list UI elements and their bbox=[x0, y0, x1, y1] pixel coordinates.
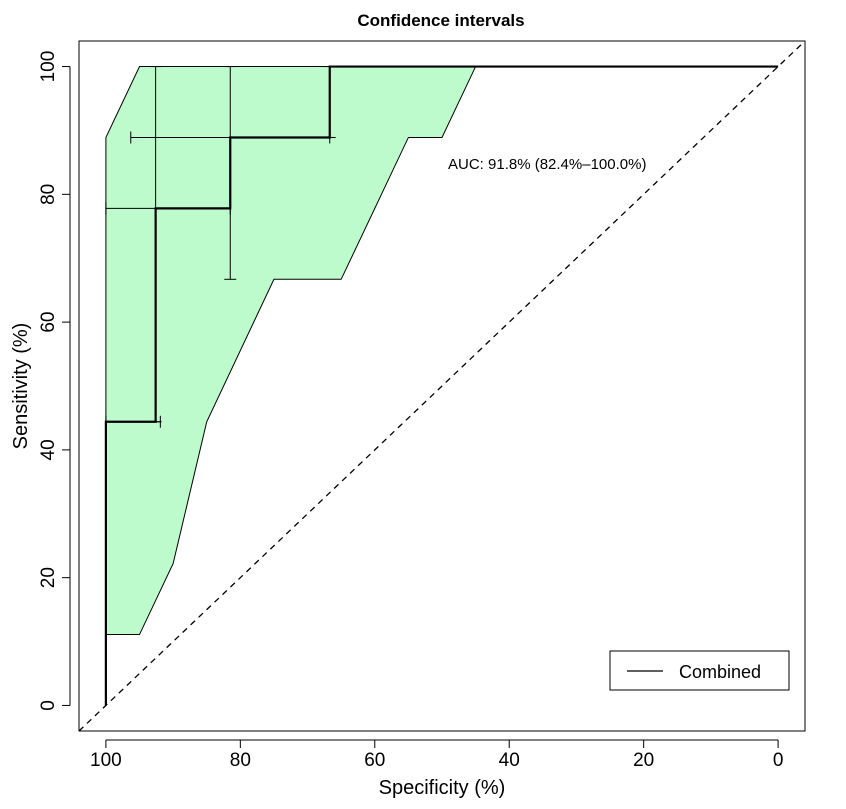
y-tick-label: 80 bbox=[38, 184, 59, 205]
roc-curve-combined bbox=[104, 65, 779, 706]
legend-label-combined: Combined bbox=[679, 662, 761, 682]
y-tick-label: 40 bbox=[38, 439, 59, 460]
plot-content bbox=[79, 41, 805, 731]
x-tick-label: 0 bbox=[773, 750, 784, 771]
x-axis-label: Specificity (%) bbox=[379, 777, 506, 799]
y-axis: 0 20 40 60 80 100 bbox=[38, 51, 71, 711]
plot-frame bbox=[78, 40, 806, 732]
legend: Combined bbox=[609, 650, 790, 691]
x-tick-label: 100 bbox=[90, 750, 122, 771]
ci-band bbox=[105, 66, 477, 706]
chart-title: Confidence intervals bbox=[357, 11, 524, 30]
plot-area bbox=[79, 41, 805, 731]
y-tick-label: 60 bbox=[38, 312, 59, 333]
diagonal-reference-line bbox=[79, 41, 805, 731]
x-tick-label: 60 bbox=[364, 750, 385, 771]
y-tick-label: 0 bbox=[38, 700, 59, 711]
x-tick-label: 40 bbox=[499, 750, 520, 771]
auc-annotation: AUC: 91.8% (82.4%–100.0%) bbox=[448, 156, 646, 173]
y-tick-label: 20 bbox=[38, 567, 59, 588]
y-tick-label: 100 bbox=[38, 51, 59, 83]
x-axis: 100 80 60 40 20 0 bbox=[90, 739, 784, 771]
x-tick-label: 20 bbox=[633, 750, 654, 771]
x-tick-label: 80 bbox=[230, 750, 251, 771]
y-axis-label: Sensitivity (%) bbox=[10, 323, 32, 450]
